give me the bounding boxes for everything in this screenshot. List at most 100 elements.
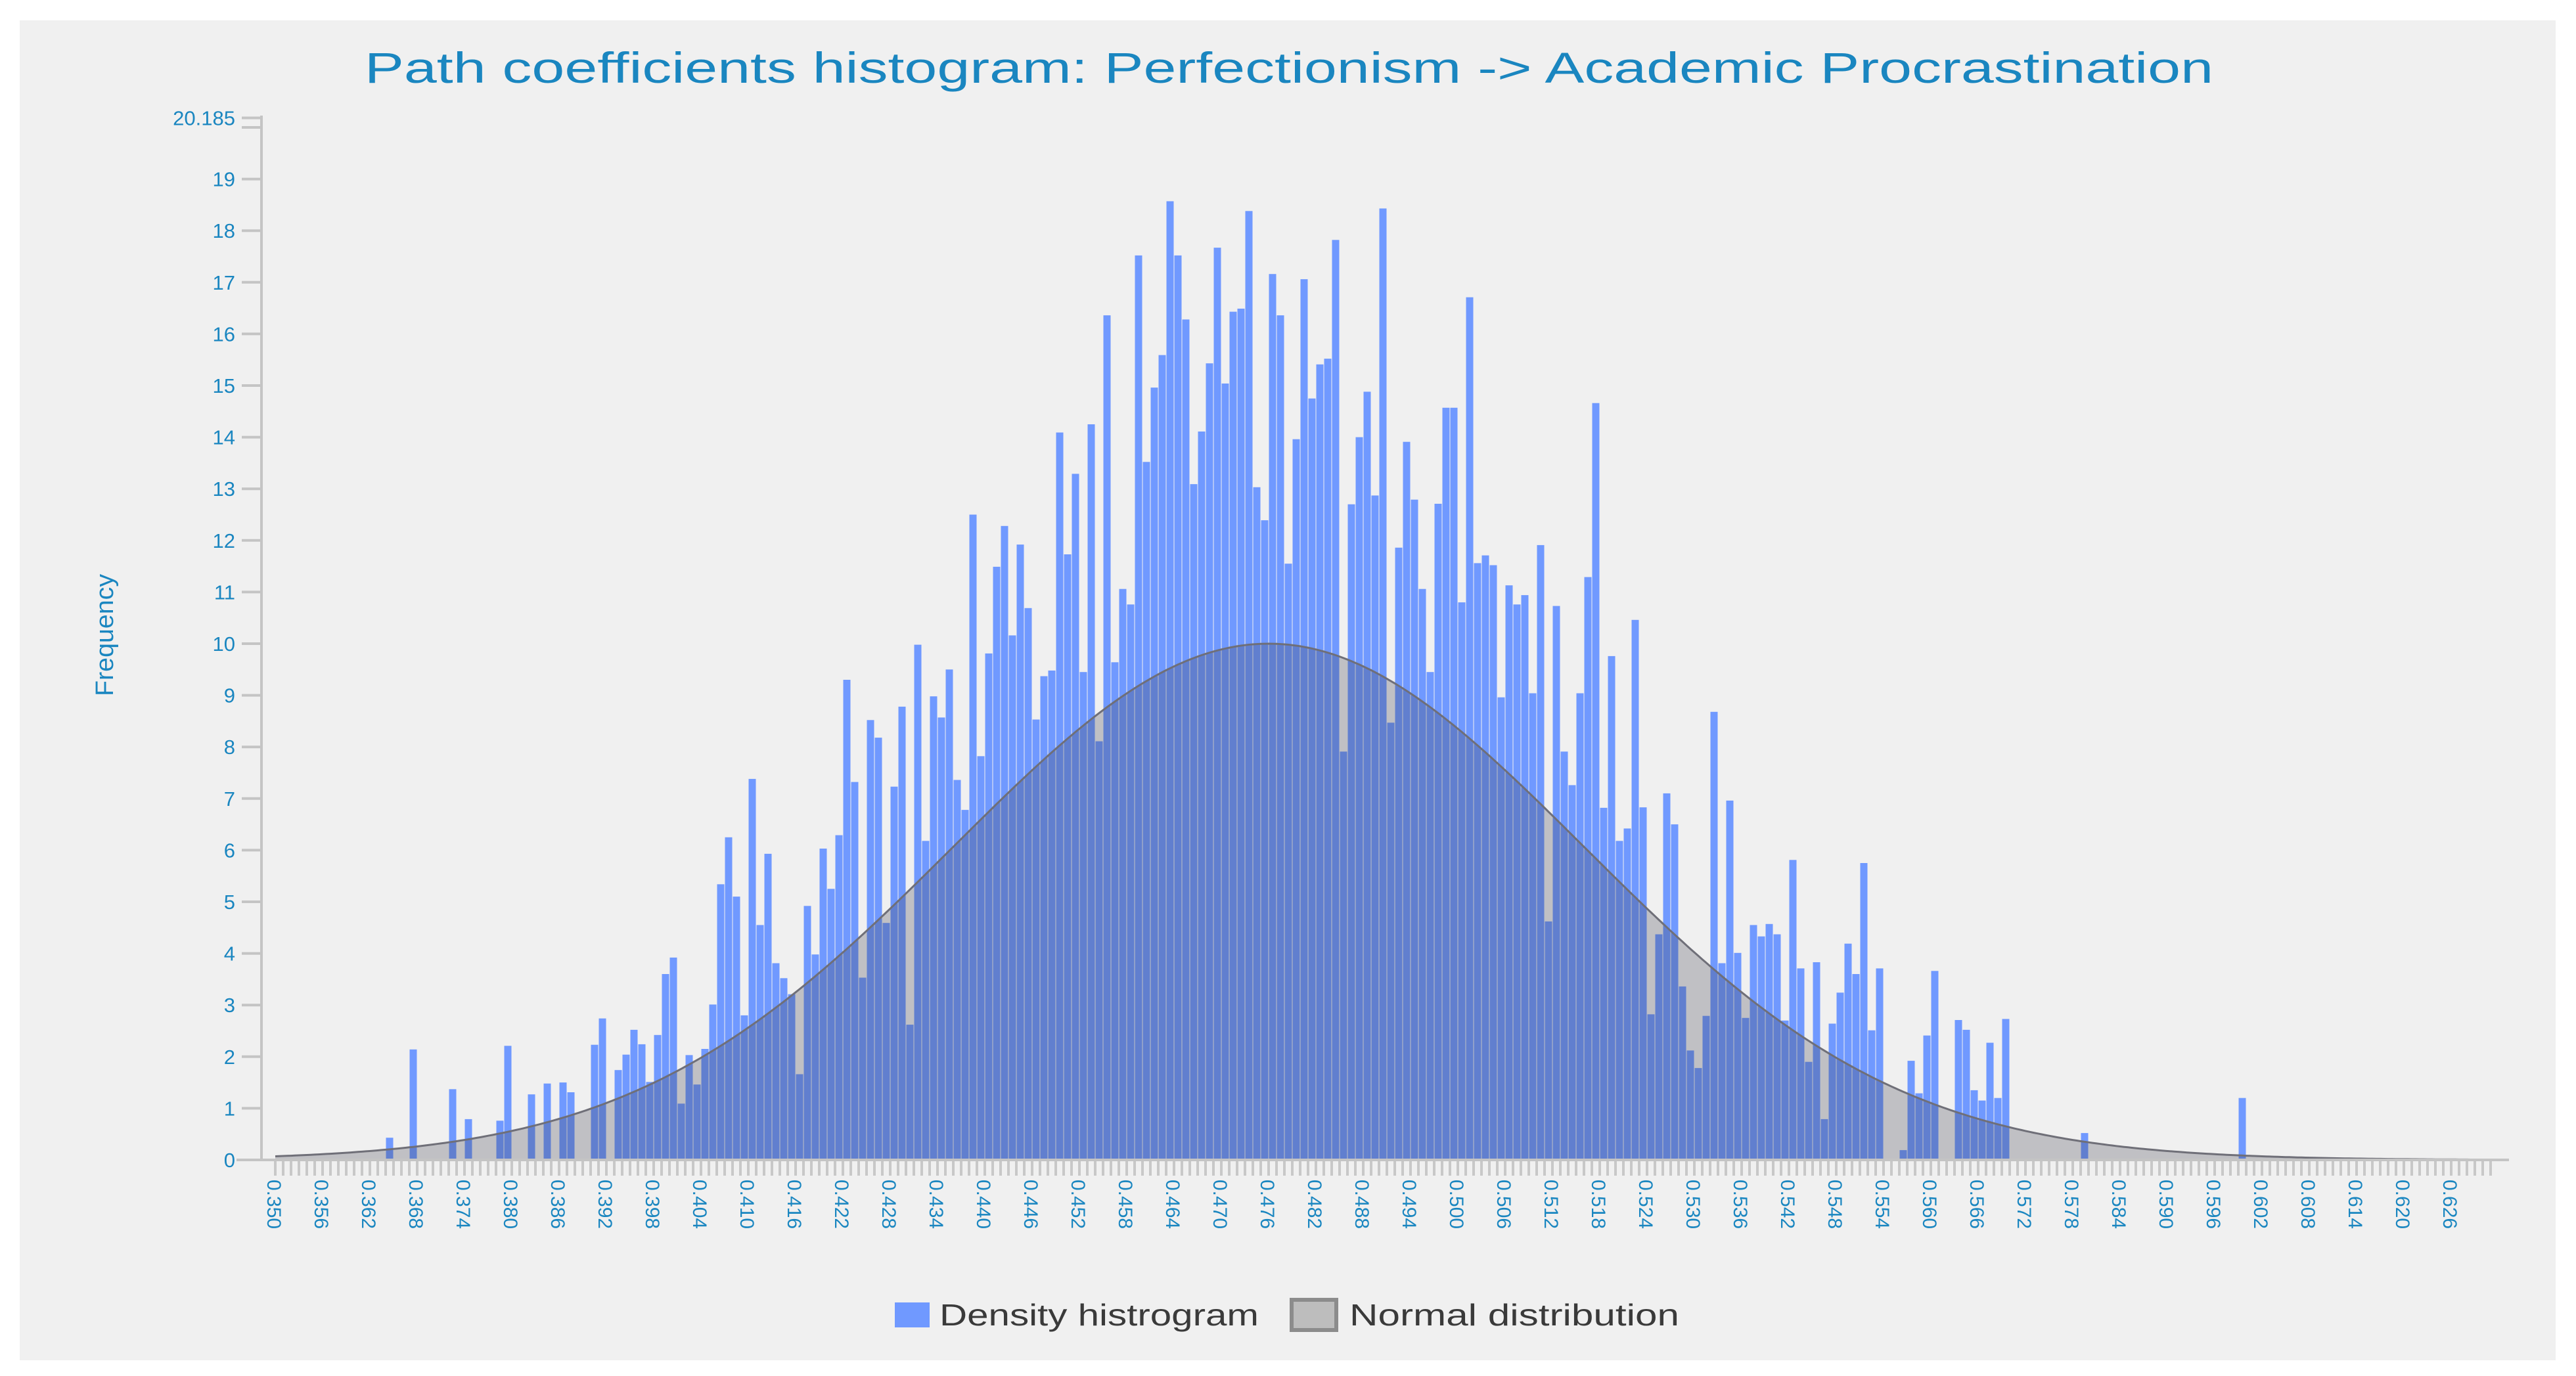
histogram-bar bbox=[1828, 1023, 1836, 1160]
histogram-bar bbox=[1497, 697, 1505, 1160]
histogram-bar bbox=[662, 974, 669, 1160]
histogram-bar bbox=[630, 1029, 638, 1160]
histogram-bar bbox=[1079, 672, 1087, 1160]
x-tick-label: 0.380 bbox=[499, 1180, 521, 1229]
histogram-bar bbox=[1742, 1017, 1750, 1160]
histogram-bar bbox=[701, 1049, 709, 1160]
histogram-bar bbox=[1686, 1050, 1694, 1160]
histogram-bar bbox=[1040, 676, 1048, 1160]
histogram-bar bbox=[1789, 860, 1797, 1160]
x-tick-label: 0.470 bbox=[1209, 1180, 1231, 1229]
histogram-bar bbox=[1198, 432, 1206, 1160]
histogram-bar bbox=[1048, 670, 1056, 1160]
histogram-bar bbox=[1813, 962, 1820, 1160]
histogram-bar bbox=[1135, 255, 1142, 1160]
histogram-bar bbox=[1876, 968, 1884, 1160]
x-tick-label: 0.374 bbox=[452, 1180, 474, 1229]
x-tick-label: 0.356 bbox=[310, 1180, 332, 1229]
histogram-bar bbox=[827, 889, 835, 1160]
histogram-bar bbox=[1781, 1020, 1789, 1160]
histogram-bar bbox=[756, 925, 764, 1160]
histogram-bar bbox=[1064, 554, 1072, 1160]
x-tick-label: 0.434 bbox=[925, 1180, 947, 1229]
histogram-bar bbox=[1962, 1029, 1970, 1160]
histogram-bar bbox=[693, 1084, 701, 1160]
histogram-bar bbox=[1332, 240, 1340, 1160]
legend: Density histrogram Normal distribution bbox=[895, 1298, 1679, 1332]
density-histogram-bars bbox=[386, 201, 2246, 1161]
legend-label-normal-distribution: Normal distribution bbox=[1349, 1298, 1679, 1332]
histogram-bar bbox=[1994, 1098, 2002, 1160]
histogram-bar bbox=[1805, 1061, 1813, 1160]
x-tick-label: 0.452 bbox=[1067, 1180, 1089, 1229]
x-tick-label: 0.590 bbox=[2155, 1180, 2177, 1229]
histogram-bar bbox=[977, 756, 985, 1160]
x-tick-label: 0.428 bbox=[878, 1180, 899, 1229]
histogram-bar bbox=[1852, 974, 1860, 1160]
histogram-bar bbox=[1284, 564, 1292, 1160]
histogram-bar bbox=[1458, 602, 1466, 1160]
x-tick-label: 0.548 bbox=[1824, 1180, 1845, 1229]
x-tick-label: 0.602 bbox=[2249, 1180, 2271, 1229]
histogram-bar bbox=[1584, 577, 1592, 1160]
x-tick-label: 0.614 bbox=[2344, 1180, 2366, 1229]
y-tick-label: 8 bbox=[224, 736, 235, 759]
histogram-bar bbox=[859, 977, 867, 1160]
histogram-bar bbox=[811, 954, 819, 1160]
histogram-bar bbox=[496, 1121, 504, 1160]
histogram-bar bbox=[1363, 391, 1371, 1160]
y-tick-label: 19 bbox=[213, 168, 235, 191]
histogram-bar bbox=[1765, 923, 1773, 1160]
x-tick-label: 0.464 bbox=[1162, 1180, 1183, 1229]
histogram-bar bbox=[780, 978, 788, 1160]
histogram-bar bbox=[669, 957, 677, 1160]
y-tick-label: 0 bbox=[224, 1149, 235, 1172]
y-tick-label: 7 bbox=[224, 788, 235, 810]
legend-item-normal-distribution[interactable]: Normal distribution bbox=[1290, 1298, 1679, 1332]
chart-title: Path coefficients histogram: Perfectioni… bbox=[365, 43, 2213, 92]
histogram-bar bbox=[1016, 544, 1024, 1160]
histogram-bar bbox=[1253, 487, 1261, 1160]
histogram-bar bbox=[1600, 807, 1608, 1160]
histogram-bar bbox=[1623, 828, 1631, 1160]
histogram-bar bbox=[890, 786, 898, 1160]
histogram-bar bbox=[717, 884, 725, 1160]
histogram-bar bbox=[1931, 971, 1939, 1160]
legend-item-density-histogram[interactable]: Density histrogram bbox=[895, 1298, 1259, 1332]
histogram-bar bbox=[945, 669, 953, 1160]
normal-distribution-swatch-icon bbox=[1290, 1298, 1338, 1332]
y-tick-label: 9 bbox=[224, 684, 235, 707]
histogram-bar bbox=[1702, 1015, 1710, 1160]
histogram-bar bbox=[2002, 1019, 2010, 1160]
histogram-bar bbox=[1466, 297, 1474, 1161]
histogram-bar bbox=[1868, 1030, 1876, 1160]
histogram-bar bbox=[1773, 934, 1781, 1160]
y-tick-label: 13 bbox=[213, 477, 235, 500]
histogram-bar bbox=[646, 1082, 654, 1160]
y-tick-label: 6 bbox=[224, 839, 235, 862]
histogram-bar bbox=[2081, 1133, 2089, 1160]
y-tick-label: 3 bbox=[224, 994, 235, 1017]
x-tick-label: 0.512 bbox=[1540, 1180, 1562, 1229]
histogram-bar bbox=[1915, 1093, 1923, 1160]
histogram-bar bbox=[1087, 424, 1095, 1160]
x-tick-label: 0.578 bbox=[2060, 1180, 2082, 1229]
histogram-bar bbox=[1481, 555, 1489, 1160]
histogram-bar bbox=[1489, 565, 1497, 1160]
histogram-bar bbox=[906, 1025, 914, 1160]
y-tick-label: 10 bbox=[213, 633, 235, 655]
histogram-bar bbox=[591, 1044, 599, 1160]
histogram-bar bbox=[843, 680, 851, 1160]
histogram-bar bbox=[1750, 925, 1757, 1160]
histogram-bar bbox=[1166, 201, 1174, 1160]
histogram-bar bbox=[449, 1089, 457, 1160]
histogram-bar bbox=[1032, 719, 1040, 1160]
histogram-bar bbox=[882, 923, 890, 1160]
histogram-bar bbox=[1560, 751, 1568, 1160]
histogram-bar bbox=[1213, 248, 1221, 1161]
histogram-bar bbox=[1820, 1119, 1828, 1160]
histogram-bar bbox=[851, 782, 859, 1160]
histogram-bar bbox=[559, 1082, 567, 1160]
histogram-bar bbox=[709, 1004, 717, 1160]
